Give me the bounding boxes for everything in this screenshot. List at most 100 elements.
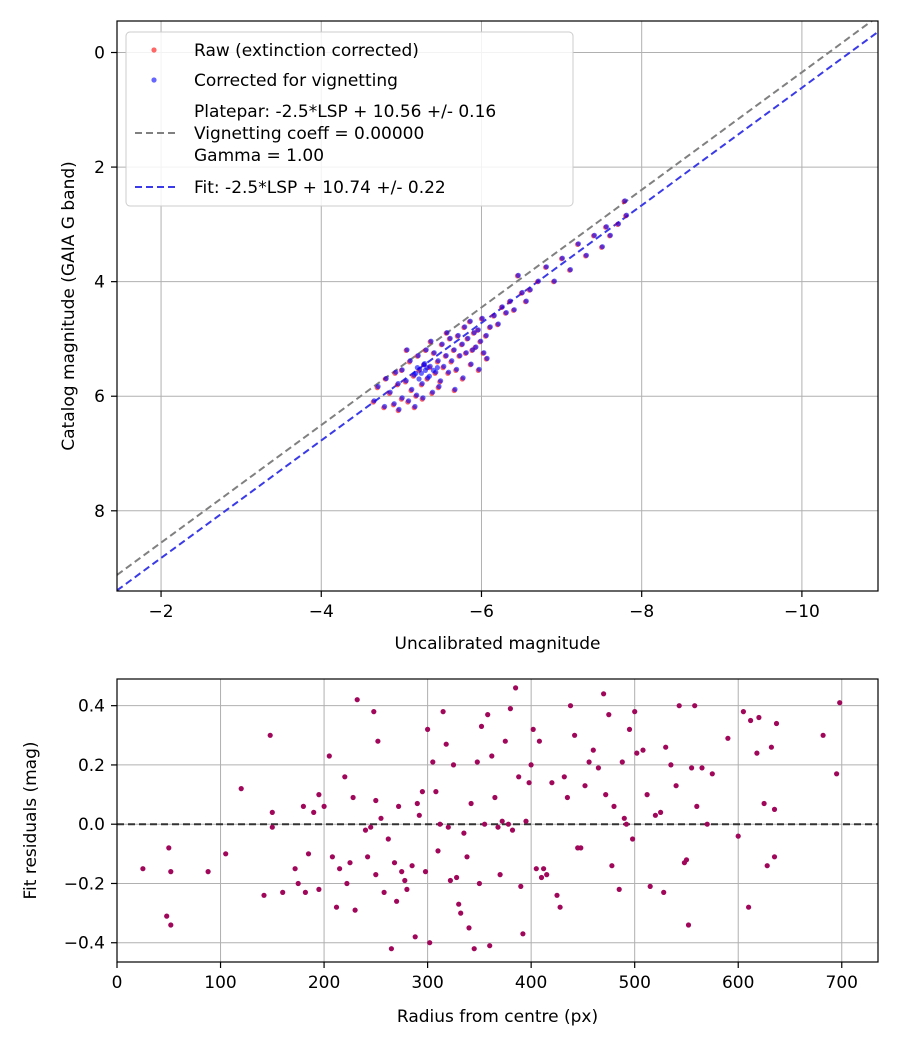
top-y-tick-label: 0 [94,44,105,64]
bottom-series-0-point [427,940,433,946]
bottom-gridlines [116,679,878,962]
bottom-series-0-point [518,883,524,890]
top-series-1-point [465,335,471,341]
top-x-tick-label: −10 [784,602,820,622]
bottom-series-0-point [164,913,170,919]
bottom-series-0-point [652,812,659,818]
bottom-series-0-point [549,780,555,786]
bottom-series-0-point [626,726,633,733]
top-series-1-point [404,347,410,353]
top-series-1-point [431,350,437,356]
bottom-x-tick-label: 300 [411,973,443,993]
bottom-series-0-point [295,880,301,887]
top-series-1-point [399,395,405,401]
bottom-series-0-point [621,815,627,821]
top-series-1-point [511,307,517,313]
bottom-series-0-point [422,869,429,875]
bottom-series-0-point [396,803,402,810]
top-series-1-point [383,375,389,382]
top-series-1-point [527,287,533,293]
top-series-1-point [603,224,610,230]
bottom-series-0-point [673,783,679,789]
top-series-1-point [481,350,487,356]
bottom-series-0-point [365,854,371,860]
bottom-series-0-point [354,697,360,703]
top-series-1-point [457,353,463,359]
top-series-1-point [599,244,606,250]
top-series-1-point [471,330,477,336]
bottom-series-0-point [505,821,511,827]
top-series-1-point [424,365,430,371]
bottom-series-0-point [168,922,174,928]
bottom-series-0-point [513,685,519,691]
bottom-series-0-point [238,786,244,792]
legend-corrected-label: Corrected for vignetting [194,71,398,91]
bottom-series-0-point [632,709,638,715]
bottom-series-0-point [554,892,560,898]
bottom-series-0-point [683,857,690,863]
bottom-y-axis-label: Fit residuals (mag) [21,742,41,900]
bottom-series-0-point [474,759,480,765]
top-series-1-point [409,386,415,392]
bottom-series-0-point [311,809,317,816]
top-series-1-point [551,278,558,284]
top-series-1-point [623,212,630,218]
bottom-x-tick-label: 100 [204,973,236,993]
bottom-series-0-point [771,806,778,813]
bottom-series-0-point [430,759,436,765]
top-series-1-point [428,338,434,344]
bottom-series-0-point [450,762,457,768]
top-series-1-point [515,272,521,278]
top-series-1-point [523,298,529,304]
top-series-1-point [491,312,497,319]
bottom-x-tick-label: 0 [112,973,123,993]
bottom-series-0-point [586,759,592,765]
bottom-series-0-point [487,943,493,949]
bottom-series-0-point [834,771,840,777]
bottom-series-0-point [344,880,350,887]
bottom-series-0-point [316,792,322,798]
top-series-1-point [543,264,550,270]
top-series-1-point [583,252,590,258]
bottom-series-0-point [603,792,609,798]
bottom-series-0-point [634,750,640,756]
bottom-y-tick-label: 0.0 [78,815,105,835]
top-series-1-point [452,386,458,392]
bottom-series-0-point [764,863,770,869]
bottom-series-0-point [292,866,298,872]
top-series-1-point [476,366,482,372]
top-series-1-point [535,278,542,284]
bottom-series-0-point [437,821,443,827]
top-series-1-point [426,373,432,379]
legend-corrected-marker [151,77,157,83]
top-series-1-point [615,221,622,227]
bottom-series-0-point [337,866,343,872]
bottom-series-0-point [478,723,485,730]
top-y-tick-label: 8 [94,502,105,522]
top-series-1-point [567,267,574,273]
bottom-series-0-point [458,910,464,916]
top-series-1-point [463,350,469,356]
bottom-series-0-point [630,836,636,842]
top-ticks: −2 −4 −6 −8 −10 0 2 4 6 8 [94,44,820,622]
bottom-series-0-point [694,803,700,810]
bottom-series-0-point [476,880,482,887]
legend-platepar-line-1: Platepar: -2.5*LSP + 10.56 +/- 0.16 [194,102,496,122]
bottom-series-0-point [305,851,312,857]
top-series-1-point [446,369,452,375]
bottom-series-0-point [725,735,731,741]
bottom-series-0-point [371,709,377,715]
bottom-series-0-point [773,720,780,727]
bottom-series-0-point [394,898,400,904]
bottom-series-0-point [756,714,762,721]
legend-box [125,31,574,207]
bottom-series-0-point [466,925,472,931]
bottom-series-0-point [352,907,358,913]
bottom-series-0-point [538,874,545,881]
top-y-axis-label: Catalog magnitude (GAIA G band) [59,161,79,451]
bottom-series-0-point [704,821,710,827]
bottom-series-0-point [435,848,441,854]
bottom-y-tick-label: −0.4 [64,934,105,954]
